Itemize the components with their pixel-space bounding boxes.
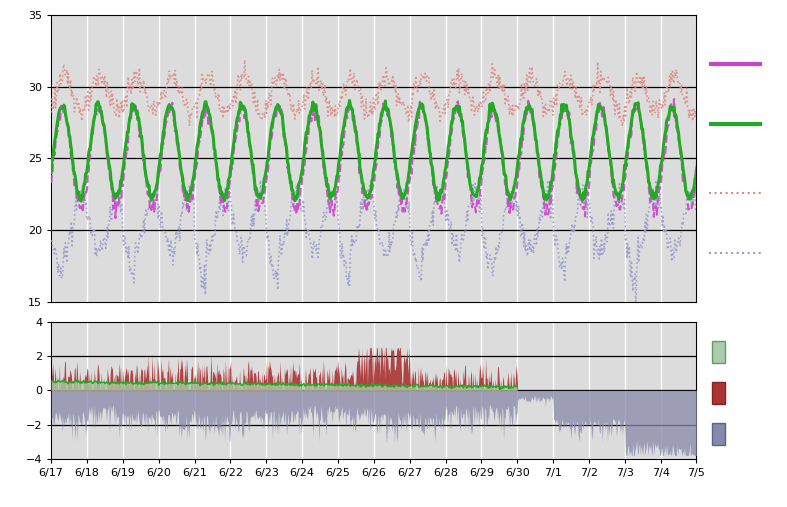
Bar [712, 423, 725, 445]
Bar [712, 382, 725, 404]
Bar [712, 341, 725, 363]
